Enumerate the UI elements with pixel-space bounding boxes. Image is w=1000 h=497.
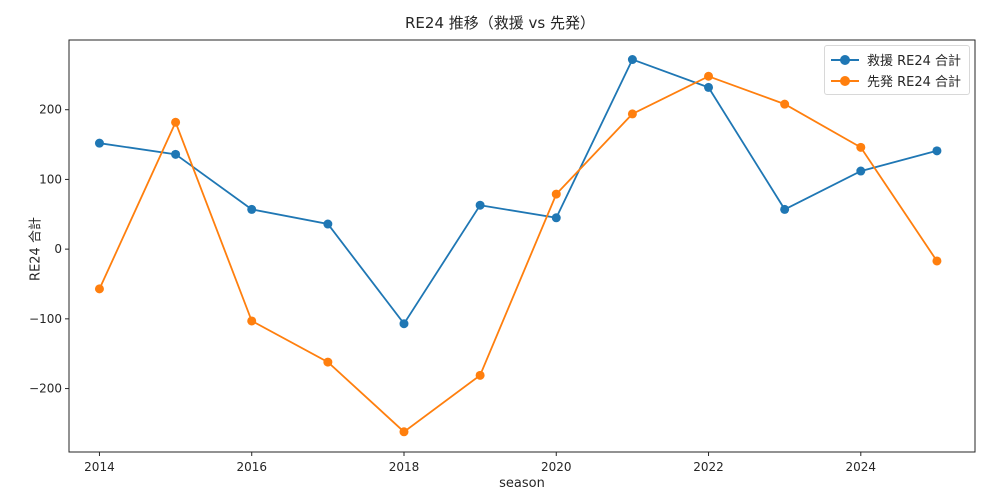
data-point xyxy=(323,219,333,229)
x-tick-label: 2014 xyxy=(84,460,115,474)
data-point xyxy=(94,138,104,148)
y-tick-label: −100 xyxy=(29,312,62,326)
legend-label: 先発 RE24 合計 xyxy=(867,75,962,90)
data-point xyxy=(780,99,790,109)
data-point xyxy=(247,316,257,326)
y-axis-label: RE24 合計 xyxy=(28,217,44,281)
data-point xyxy=(323,357,333,367)
y-tick-label: 100 xyxy=(39,172,62,186)
data-point xyxy=(856,166,866,176)
legend: 救援 RE24 合計 先発 RE24 合計 xyxy=(824,45,970,95)
x-tick-label: 2020 xyxy=(541,460,572,474)
data-point xyxy=(856,142,866,152)
legend-label: 救援 RE24 合計 xyxy=(867,54,962,69)
y-tick-label: 200 xyxy=(39,103,62,117)
data-point xyxy=(627,55,637,65)
x-tick-label: 2022 xyxy=(693,460,724,474)
data-point xyxy=(475,370,485,380)
data-point xyxy=(171,117,181,127)
data-point xyxy=(704,82,714,92)
data-point xyxy=(704,71,714,81)
data-point xyxy=(551,213,561,223)
data-point xyxy=(932,146,942,156)
data-point xyxy=(247,204,257,214)
x-tick-label: 2016 xyxy=(236,460,267,474)
data-point xyxy=(932,256,942,266)
series-line xyxy=(99,58,938,326)
data-point xyxy=(475,200,485,210)
data-point xyxy=(399,319,409,329)
legend-item-relief: 救援 RE24 合計 xyxy=(831,49,963,70)
data-point xyxy=(627,109,637,119)
axes: 2014 2016 2018 2020 2022 2024 −200 −100 0 100 200 xyxy=(29,39,976,474)
x-axis-label: season xyxy=(499,476,545,491)
y-tick-label: 0 xyxy=(54,242,62,256)
series-line xyxy=(98,75,938,433)
data-point xyxy=(780,204,790,214)
data-point xyxy=(94,284,104,294)
axes-frame xyxy=(68,39,976,453)
legend-marker-icon xyxy=(831,75,859,87)
y-tick-label: −200 xyxy=(29,382,62,396)
series-layer xyxy=(94,55,942,437)
data-point xyxy=(551,189,561,199)
chart-title: RE24 推移（救援 vs 先発） xyxy=(405,14,595,32)
data-point xyxy=(399,427,409,437)
legend-item-starter: 先発 RE24 合計 xyxy=(831,70,963,91)
x-tick-label: 2018 xyxy=(389,460,420,474)
data-point xyxy=(171,149,181,159)
x-tick-label: 2024 xyxy=(846,460,877,474)
legend-marker-icon xyxy=(831,54,859,66)
